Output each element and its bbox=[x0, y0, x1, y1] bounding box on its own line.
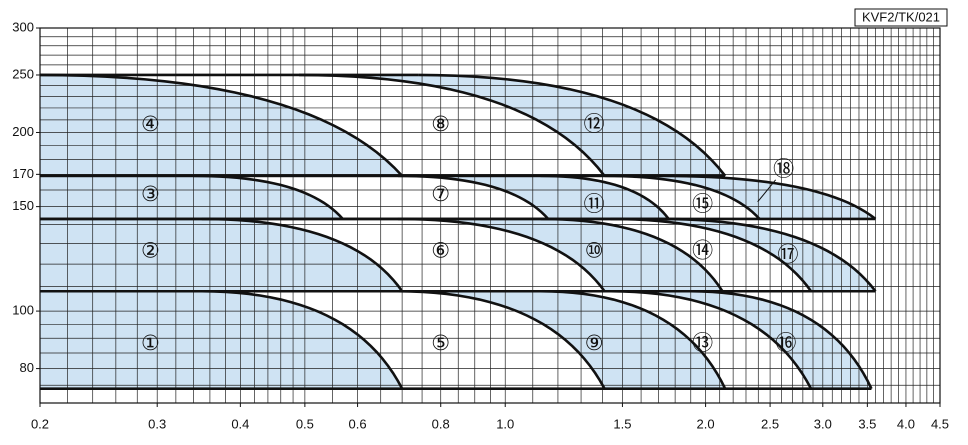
pump-curve bbox=[610, 217, 813, 293]
pump-curve bbox=[540, 174, 670, 220]
pump-curve bbox=[540, 217, 724, 292]
region bbox=[397, 175, 669, 219]
region-label: ⑧ bbox=[431, 112, 450, 136]
region bbox=[40, 175, 343, 219]
x-tick-label: 3.5 bbox=[858, 416, 876, 431]
region-label: ⑩ bbox=[585, 239, 604, 263]
region-label: ⑫ bbox=[584, 112, 605, 136]
pump-curve bbox=[397, 217, 606, 293]
pump-curve bbox=[201, 217, 404, 293]
plot-frame bbox=[39, 27, 941, 404]
region-label: ⑥ bbox=[431, 239, 450, 263]
pump-curve bbox=[193, 174, 344, 220]
x-tick-label: 4.0 bbox=[897, 416, 915, 431]
pump-curve bbox=[39, 73, 404, 177]
pump-curve bbox=[201, 289, 404, 390]
x-tick-label: 0.5 bbox=[296, 416, 314, 431]
region-label: ⑪ bbox=[584, 192, 605, 216]
x-tick-label: 0.2 bbox=[31, 416, 49, 431]
chart-code: KVF2/TK/021 bbox=[862, 9, 940, 24]
y-tick-label: 170 bbox=[12, 166, 34, 181]
region-label: ① bbox=[141, 331, 160, 355]
region-label: ⑯ bbox=[775, 331, 796, 355]
region-label: ⑱ bbox=[773, 157, 794, 181]
region-label: ⑦ bbox=[431, 182, 450, 206]
region bbox=[40, 291, 403, 389]
region-label: ⑤ bbox=[431, 331, 450, 355]
region bbox=[604, 175, 876, 219]
region bbox=[397, 291, 726, 389]
region-label: ② bbox=[141, 239, 160, 263]
pump-curve bbox=[660, 217, 877, 293]
region bbox=[610, 218, 876, 292]
pump-curve bbox=[604, 174, 761, 220]
code-box bbox=[854, 8, 948, 27]
region-label: ⑭ bbox=[692, 239, 713, 263]
x-tick-label: 0.6 bbox=[349, 416, 367, 431]
region bbox=[610, 291, 872, 389]
region bbox=[40, 74, 403, 176]
y-tick-label: 200 bbox=[12, 124, 34, 139]
pump-curve bbox=[418, 73, 727, 177]
x-tick-label: 0.8 bbox=[432, 416, 450, 431]
region-label: ⑰ bbox=[778, 243, 799, 267]
y-tick-label: 80 bbox=[20, 360, 34, 375]
x-tick-label: 3.0 bbox=[814, 416, 832, 431]
pump-curve bbox=[690, 289, 873, 390]
pump-curve bbox=[610, 289, 813, 390]
x-tick-label: 2.0 bbox=[697, 416, 715, 431]
x-tick-label: 1.5 bbox=[613, 416, 631, 431]
leader-line bbox=[757, 179, 777, 203]
region-label: ⑨ bbox=[585, 331, 604, 355]
pump-curve bbox=[397, 174, 550, 220]
x-tick-label: 1.0 bbox=[496, 416, 514, 431]
x-tick-label: 2.5 bbox=[761, 416, 779, 431]
y-tick-label: 150 bbox=[12, 198, 34, 213]
y-tick-label: 250 bbox=[12, 66, 34, 81]
region-label: ⑬ bbox=[692, 331, 713, 355]
x-tick-label: 4.5 bbox=[931, 416, 949, 431]
pump-curve bbox=[299, 73, 606, 177]
region-label: ④ bbox=[141, 112, 160, 136]
y-tick-label: 300 bbox=[12, 19, 34, 34]
pump-curve bbox=[397, 289, 606, 390]
pump-curve bbox=[540, 289, 727, 390]
region-label: ⑮ bbox=[692, 192, 713, 216]
region bbox=[299, 74, 726, 176]
pump-curve bbox=[660, 174, 877, 220]
plot: 0.2 0.3 0.4 0.5 0.6 0.8 1.0 1.5 2.0 2.5 3.0 3.5 4.0 4… bbox=[12, 19, 949, 431]
y-tick-label: 100 bbox=[12, 303, 34, 318]
region-label: ③ bbox=[141, 182, 160, 206]
region bbox=[40, 218, 403, 292]
x-tick-label: 0.4 bbox=[231, 416, 249, 431]
x-tick-label: 0.3 bbox=[148, 416, 166, 431]
